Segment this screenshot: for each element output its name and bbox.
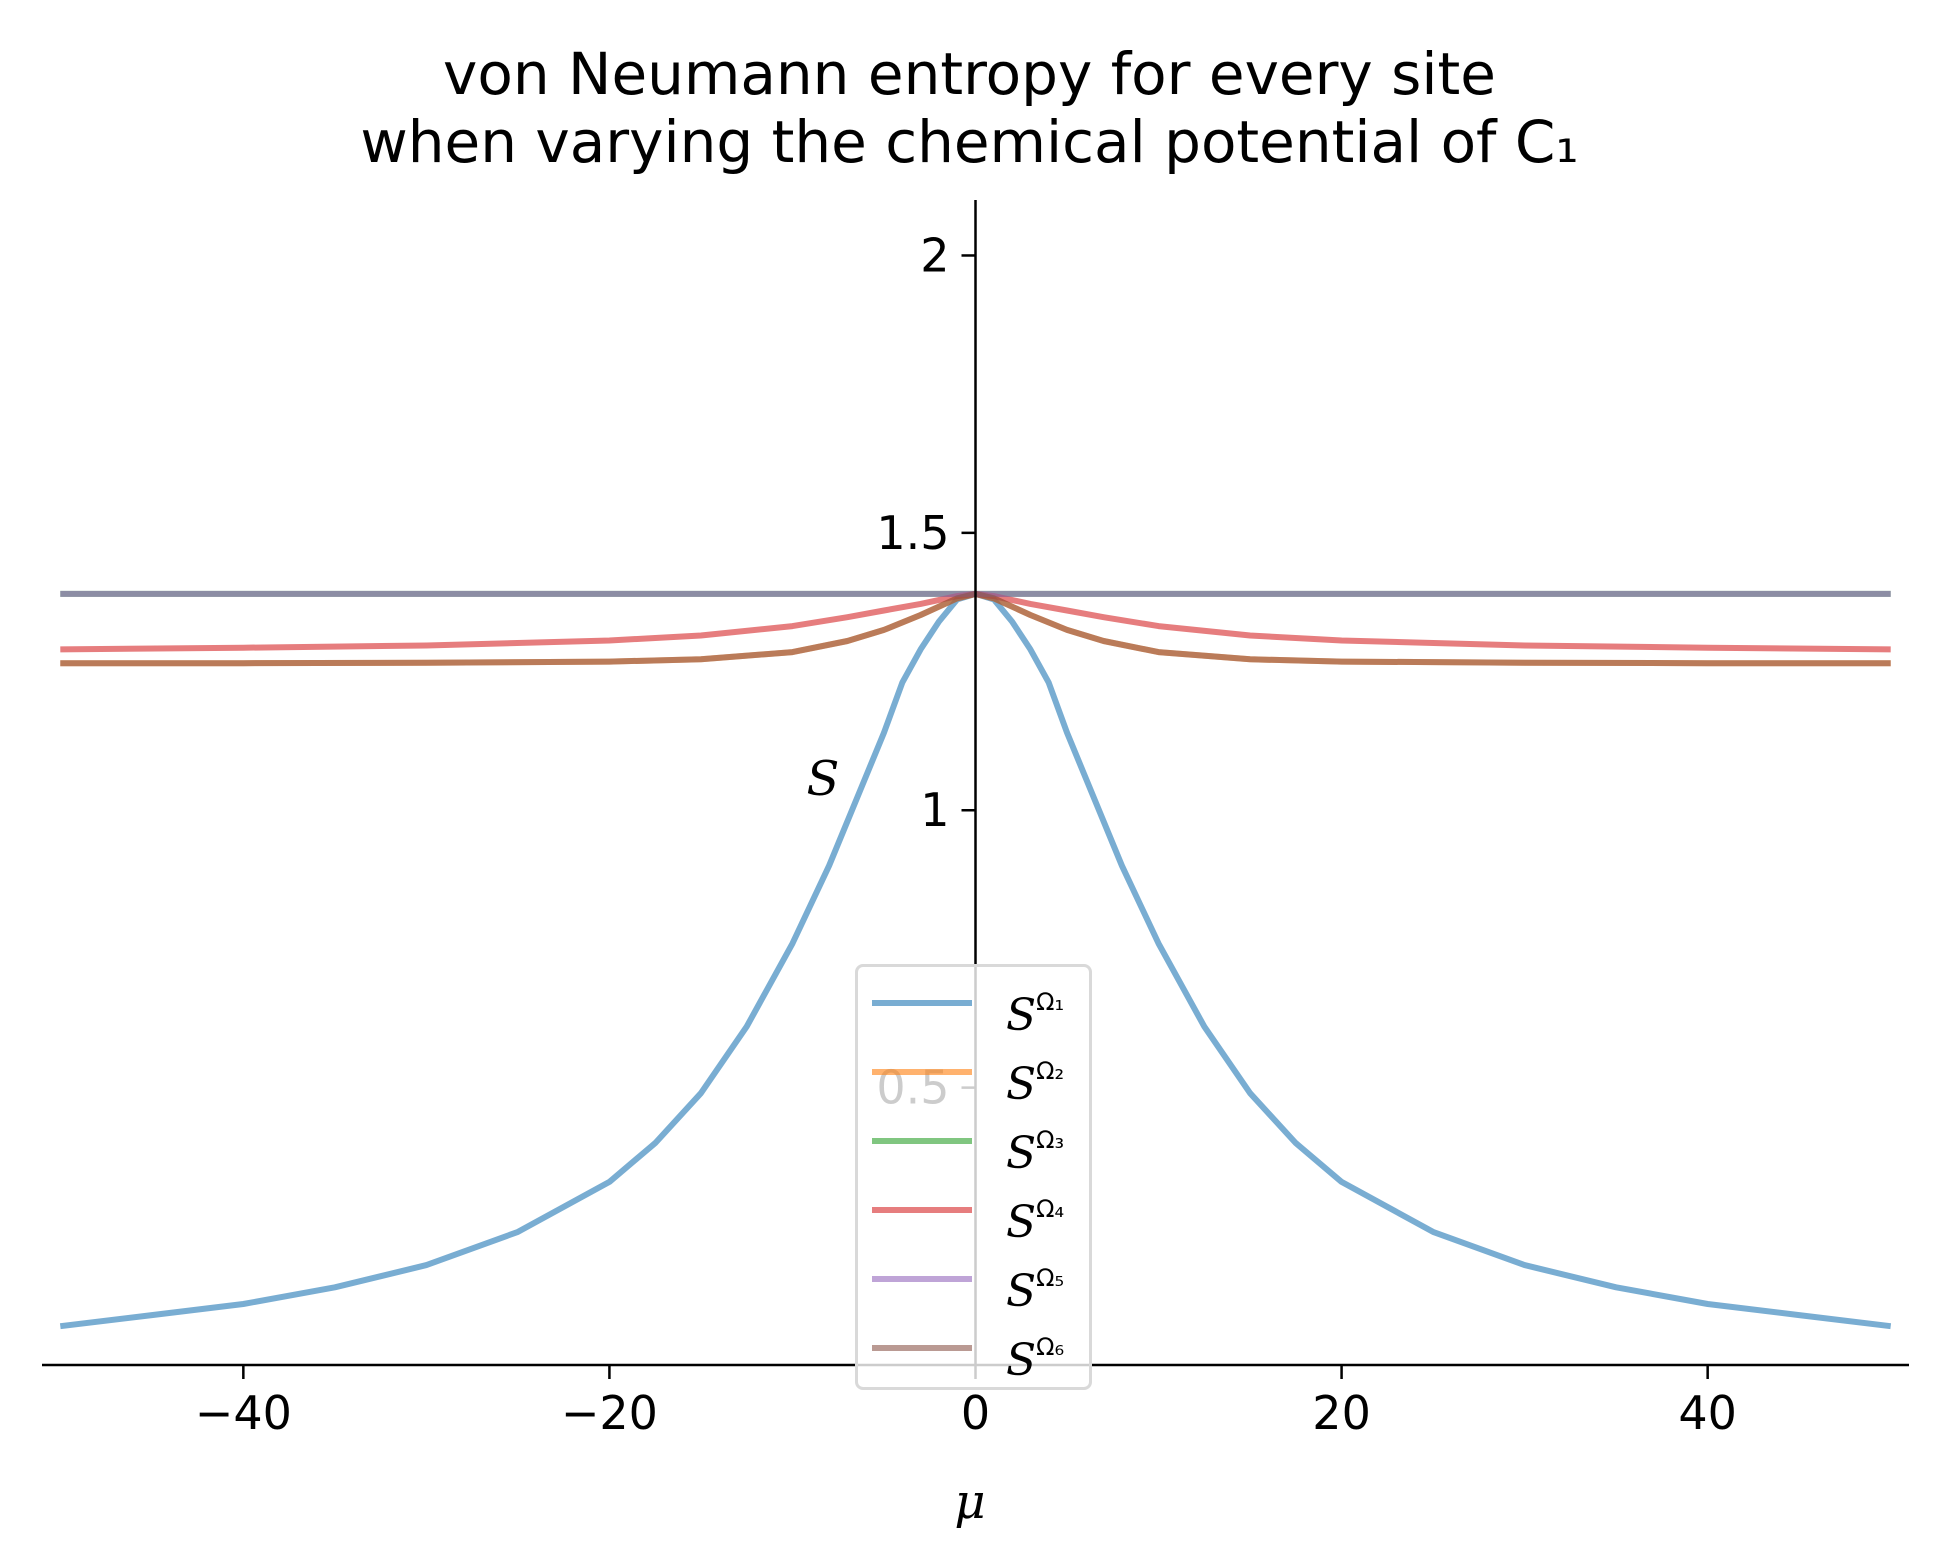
legend-swatch: [872, 1069, 972, 1075]
x-tick-label: 40: [1678, 1386, 1737, 1440]
legend-swatch: [872, 1138, 972, 1144]
legend: SΩ₁ SΩ₂ SΩ₃ SΩ₄ SΩ₅ SΩ₆: [855, 964, 1092, 1390]
x-tick-label: −40: [195, 1386, 292, 1440]
legend-item: SΩ₃: [858, 1115, 1095, 1179]
legend-label: SΩ₅: [1006, 1264, 1065, 1317]
legend-item: SΩ₆: [858, 1322, 1095, 1386]
legend-label: SΩ₃: [1006, 1126, 1065, 1179]
legend-item: SΩ₄: [858, 1184, 1095, 1248]
legend-swatch: [872, 1345, 972, 1351]
legend-swatch: [872, 1000, 972, 1006]
legend-label: SΩ₆: [1006, 1333, 1065, 1386]
y-tick-label: 2: [920, 228, 949, 282]
legend-item: SΩ₅: [858, 1253, 1095, 1317]
chart-title-line-1: von Neumann entropy for every site: [443, 40, 1496, 108]
legend-item: SΩ₁: [858, 977, 1095, 1041]
legend-label: SΩ₄: [1006, 1195, 1065, 1248]
y-tick-label: 1.5: [876, 506, 949, 560]
x-tick-label: 0: [961, 1386, 990, 1440]
legend-item: SΩ₂: [858, 1046, 1095, 1110]
chart-title: von Neumann entropy for every site when …: [0, 40, 1939, 176]
x-axis-label: μ: [954, 1474, 985, 1530]
legend-swatch: [872, 1207, 972, 1213]
chart-title-line-2: when varying the chemical potential of C…: [360, 108, 1579, 176]
legend-label: SΩ₂: [1006, 1057, 1065, 1110]
legend-swatch: [872, 1276, 972, 1282]
legend-label: SΩ₁: [1006, 988, 1065, 1041]
y-axis-label: S: [807, 751, 840, 807]
y-tick-label: 1: [920, 783, 949, 837]
x-tick-label: −20: [561, 1386, 658, 1440]
x-tick-label: 20: [1312, 1386, 1371, 1440]
